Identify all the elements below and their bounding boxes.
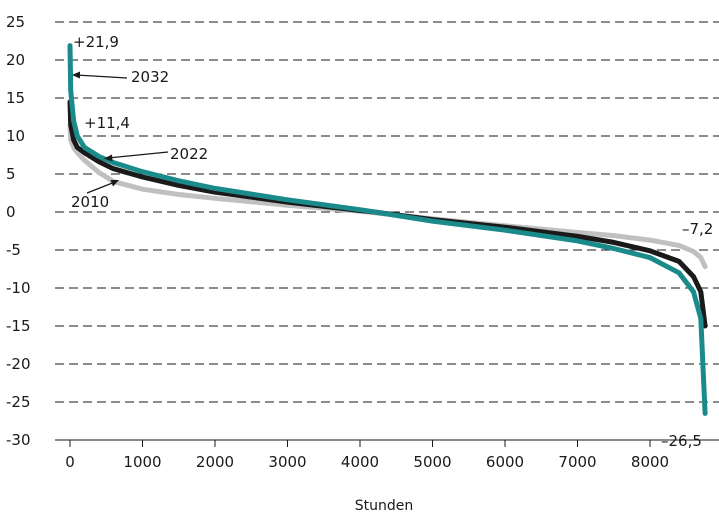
series-label-2032: 2032 — [131, 68, 169, 86]
annotation-layer: +21,9 +11,4 –7,2 –26,5 2032 2022 2010 — [71, 33, 713, 450]
x-tick-label: 3000 — [268, 453, 306, 471]
x-tick-label: 2000 — [196, 453, 234, 471]
x-tick-label: 5000 — [413, 453, 451, 471]
y-tick-label: 15 — [6, 89, 25, 107]
y-tick-label: -30 — [6, 431, 31, 449]
x-tick-label: 7000 — [558, 453, 596, 471]
y-tick-label: -25 — [6, 393, 31, 411]
series-layer — [67, 43, 708, 416]
grid-layer — [55, 21, 719, 403]
y-tick-label: 0 — [6, 203, 16, 221]
series-label-2022: 2022 — [170, 145, 208, 163]
axis-layer: 25 20 15 10 5 0 -5 -10 -15 -20 -25 -30 0 1000 2000 3000… — [6, 13, 719, 471]
y-tick-label: 10 — [6, 127, 25, 145]
arrowhead-2022 — [104, 154, 113, 162]
y-tick-label: -15 — [6, 317, 31, 335]
x-tick-label: 8000 — [631, 453, 669, 471]
annotation-min-2032: –26,5 — [661, 432, 702, 450]
series-line-2032 — [67, 43, 708, 416]
annotation-max-2010: +11,4 — [84, 114, 130, 132]
pointer-2032 — [75, 74, 128, 79]
y-tick-label: 25 — [6, 13, 25, 31]
y-tick-label: -20 — [6, 355, 31, 373]
y-tick-label: 20 — [6, 51, 25, 69]
y-tick-label: -5 — [6, 241, 21, 259]
pointer-2022 — [107, 151, 169, 159]
annotation-max-2032: +21,9 — [73, 33, 119, 51]
arrowhead-2010 — [110, 180, 119, 187]
annotation-min-2010: –7,2 — [682, 220, 713, 238]
x-tick-label: 1000 — [123, 453, 161, 471]
y-tick-label: 5 — [6, 165, 16, 183]
pointer-2010 — [86, 181, 116, 194]
x-tick-label: 6000 — [486, 453, 524, 471]
arrowhead-2032 — [72, 71, 80, 79]
x-axis-title: Stunden — [355, 498, 414, 514]
y-tick-label: -10 — [6, 279, 31, 297]
series-label-2010: 2010 — [71, 193, 109, 211]
x-tick-label: 4000 — [341, 453, 379, 471]
x-tick-label: 0 — [65, 453, 75, 471]
